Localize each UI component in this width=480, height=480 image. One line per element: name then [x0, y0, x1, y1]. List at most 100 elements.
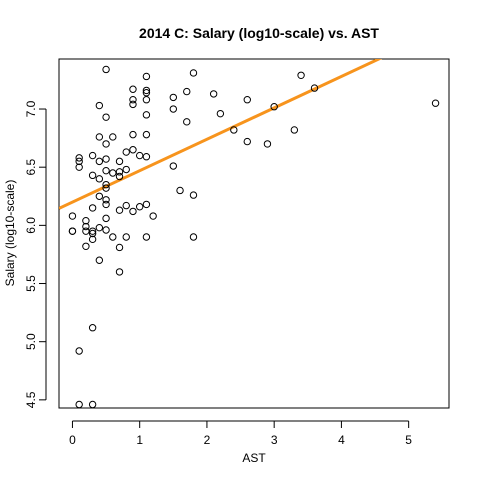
data-point: [95, 192, 104, 200]
data-point: [95, 175, 104, 183]
data-point: [88, 204, 97, 212]
data-point: [243, 96, 251, 104]
data-point: [142, 111, 151, 119]
data-point: [75, 347, 83, 355]
x-tick-label: 0: [69, 433, 76, 447]
data-point: [88, 227, 97, 235]
y-tick-label: 5.0: [24, 333, 38, 350]
data-point: [115, 268, 124, 276]
data-point: [68, 227, 77, 235]
data-point: [82, 217, 90, 225]
data-point: [102, 65, 110, 74]
data-point: [310, 84, 319, 92]
data-point: [129, 100, 137, 109]
data-point: [149, 212, 157, 220]
data-point: [102, 200, 110, 209]
data-point: [75, 400, 83, 409]
data-point: [115, 243, 124, 252]
x-axis: 0 1 2 3 4 5: [69, 420, 412, 447]
data-point: [169, 105, 178, 113]
chart-title: 2014 C: Salary (log10-scale) vs. AST: [139, 25, 379, 41]
data-point: [109, 233, 117, 241]
data-point: [129, 96, 137, 104]
data-point: [102, 196, 110, 204]
y-tick-label: 5.5: [24, 275, 38, 292]
x-tick-label: 3: [271, 433, 278, 447]
y-tick-label: 7.0: [24, 100, 38, 117]
y-tick-label: 6.5: [24, 159, 38, 176]
data-point: [183, 87, 191, 96]
data-point: [142, 233, 151, 241]
data-points: [68, 65, 440, 409]
data-point: [88, 235, 97, 244]
data-point: [82, 222, 90, 231]
data-point: [169, 162, 178, 170]
data-point: [102, 166, 110, 175]
data-point: [189, 69, 198, 77]
data-point: [115, 168, 124, 176]
plot-area: [59, 59, 440, 409]
data-point: [129, 130, 137, 139]
data-point: [142, 89, 151, 97]
data-point: [102, 155, 110, 163]
x-tick-label: 4: [338, 433, 345, 447]
x-axis-label: AST: [242, 451, 266, 465]
data-point: [209, 90, 218, 98]
data-point: [176, 186, 184, 195]
data-point: [183, 118, 191, 126]
data-point: [290, 126, 299, 134]
data-point: [102, 180, 110, 189]
data-point: [189, 191, 198, 199]
data-point: [169, 93, 178, 102]
data-point: [109, 133, 117, 141]
data-point: [102, 184, 110, 192]
data-point: [270, 102, 278, 111]
data-point: [82, 242, 90, 250]
x-tick-label: 5: [405, 433, 412, 447]
data-point: [95, 101, 104, 110]
data-point: [122, 148, 130, 156]
data-point: [102, 113, 110, 121]
y-tick-label: 4.5: [24, 391, 38, 408]
data-point: [142, 153, 151, 161]
data-point: [263, 140, 272, 148]
y-axis-label: Salary (log10-scale): [3, 180, 17, 287]
data-point: [88, 151, 97, 160]
data-point: [142, 72, 151, 81]
data-point: [189, 233, 198, 241]
data-point: [216, 109, 225, 118]
data-point: [142, 200, 151, 209]
data-point: [75, 157, 83, 166]
y-axis: 4.5 5.0 5.5 6.0 6.5 7.0: [24, 100, 47, 408]
data-point: [142, 96, 151, 104]
data-point: [115, 172, 124, 181]
data-point: [135, 203, 144, 211]
data-point: [95, 256, 104, 264]
data-point: [135, 151, 144, 160]
data-point: [68, 212, 77, 220]
plot-frame: [58, 58, 450, 409]
data-point: [95, 157, 104, 166]
x-tick-label: 1: [136, 433, 143, 447]
data-point: [129, 85, 137, 93]
regression-line: [59, 59, 383, 210]
data-point: [142, 86, 151, 95]
data-point: [122, 165, 130, 174]
data-point: [297, 71, 305, 79]
data-point: [122, 233, 130, 241]
data-point: [243, 137, 251, 146]
data-point: [75, 154, 83, 162]
data-point: [230, 126, 238, 134]
data-point: [109, 169, 117, 177]
data-point: [102, 214, 110, 223]
data-point: [88, 400, 97, 409]
data-point: [129, 146, 137, 154]
data-point: [75, 163, 83, 171]
data-point: [88, 229, 97, 238]
data-point: [122, 201, 130, 210]
data-point: [95, 133, 104, 141]
data-point: [88, 324, 97, 332]
data-point: [115, 157, 124, 166]
data-point: [102, 226, 110, 234]
